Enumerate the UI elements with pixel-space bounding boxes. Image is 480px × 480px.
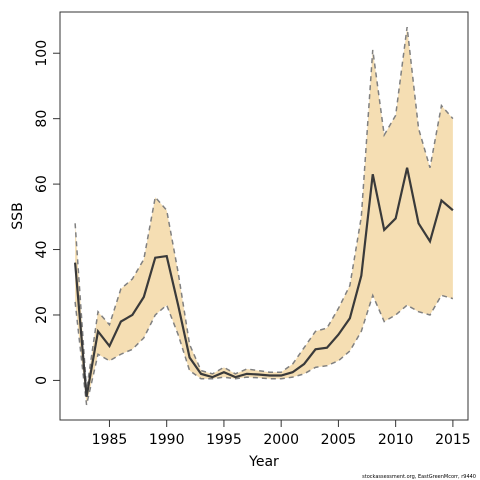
x-tick-label: 2015: [435, 432, 471, 448]
x-tick-label: 1990: [149, 432, 185, 448]
upper-bound: [74, 26, 454, 391]
y-axis-label: SSB: [10, 202, 26, 229]
y-tick-label: 0: [34, 376, 50, 385]
y-tick-label: 100: [34, 40, 50, 67]
y-tick-label: 80: [34, 110, 50, 128]
x-tick-label: 2005: [321, 432, 357, 448]
x-axis-label: Year: [248, 454, 279, 470]
lower-bound: [74, 293, 454, 406]
y-tick-label: 40: [34, 241, 50, 259]
x-tick-label: 1985: [92, 432, 128, 448]
y-tick-label: 60: [34, 175, 50, 193]
y-tick-label: 20: [34, 306, 50, 324]
footer: stockassessment.org, EastGreenMcorr, r94…: [362, 474, 476, 480]
estimate-line: [74, 167, 454, 397]
x-tick-label: 1995: [206, 432, 242, 448]
x-tick-label: 2010: [378, 432, 414, 448]
confidence-band: [75, 27, 453, 405]
x-tick-label: 2000: [263, 432, 299, 448]
plot-frame: [59, 11, 469, 421]
